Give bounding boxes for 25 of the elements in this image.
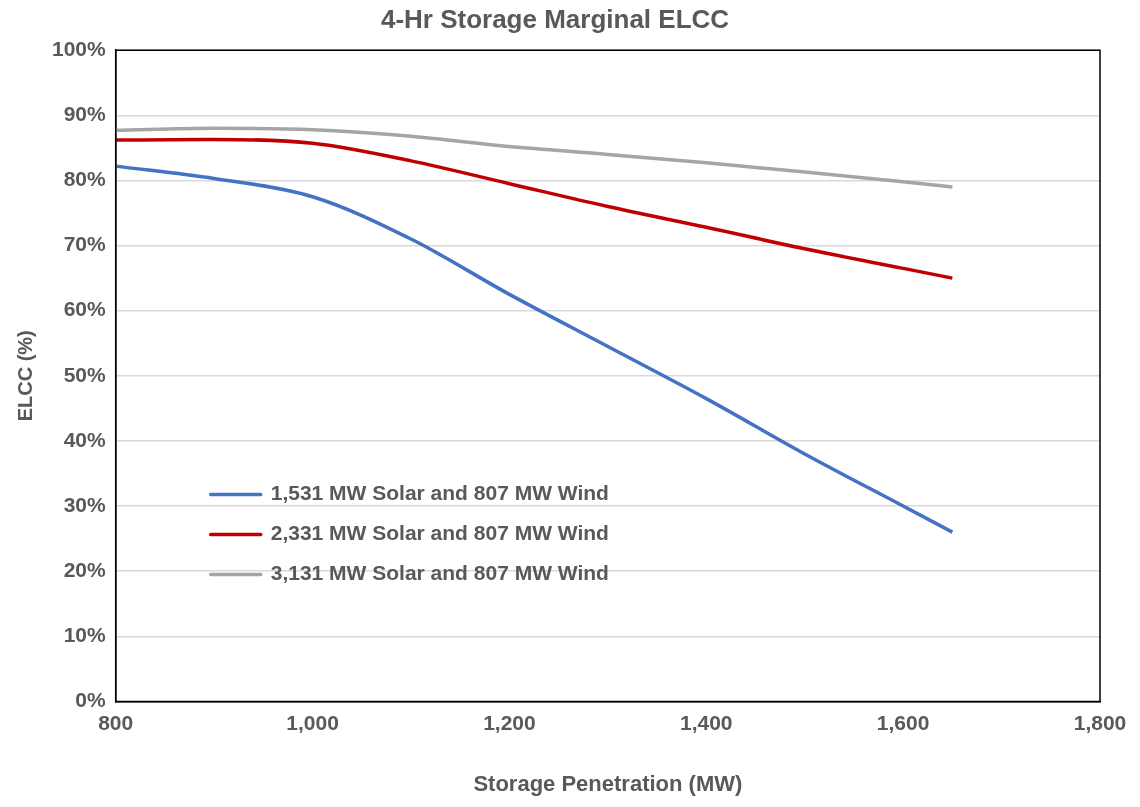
y-axis-title: ELCC (%): [13, 330, 36, 422]
y-tick-label: 0%: [75, 688, 107, 712]
y-tick-label: 10%: [63, 623, 107, 647]
y-tick-label: 40%: [63, 427, 107, 451]
legend-label: 2,331 MW Solar and 807 MW Wind: [270, 521, 609, 545]
line-series: [115, 137, 955, 280]
y-tick-label: 20%: [63, 557, 107, 581]
x-tick-label: 1,600: [876, 710, 930, 734]
y-tick-label: 90%: [63, 102, 107, 126]
legend-label: 1,531 MW Solar and 807 MW Wind: [270, 481, 609, 505]
x-tick-label: 800: [98, 710, 134, 734]
y-tick-label: 70%: [63, 232, 107, 256]
x-tick-label: 1,000: [286, 710, 339, 734]
y-tick-label: 60%: [63, 297, 107, 321]
x-axis-title: Storage Penetration (MW): [473, 770, 743, 796]
y-tick-label: 80%: [63, 167, 107, 191]
y-tick-label: 50%: [63, 362, 107, 386]
x-tick-label: 1,400: [680, 710, 733, 734]
x-tick-label: 1,200: [483, 710, 536, 734]
chart-title: 4-Hr Storage Marginal ELCC: [380, 3, 730, 34]
legend-label: 3,131 MW Solar and 807 MW Wind: [270, 561, 609, 585]
line-series: [115, 126, 955, 189]
y-tick-label: 30%: [63, 492, 107, 516]
y-tick-label: 100%: [51, 37, 107, 60]
x-tick-label: 1,800: [1073, 710, 1127, 734]
